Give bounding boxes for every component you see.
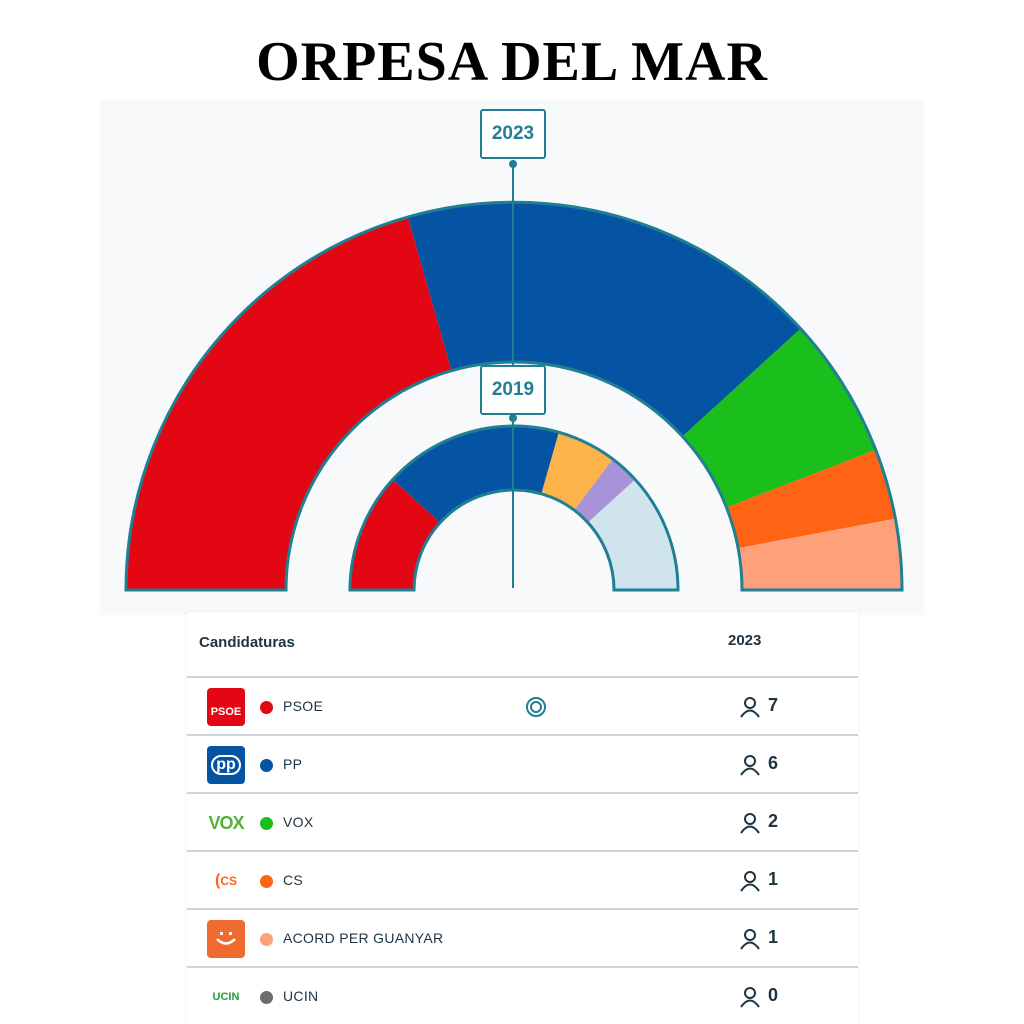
- header-year: 2023: [728, 632, 762, 649]
- vox-logo-text: VOX: [208, 812, 244, 833]
- arc-2019-pp: [392, 426, 559, 523]
- seat-count: 1: [768, 927, 779, 947]
- marker-dot-2023: [509, 160, 517, 168]
- party-name: PP: [283, 756, 303, 772]
- person-icon: [740, 813, 760, 834]
- person-icon: [740, 987, 760, 1008]
- party-name: CS: [283, 872, 304, 888]
- seat-count: 6: [768, 753, 779, 773]
- arc-2023-vox: [682, 328, 876, 508]
- table-row-vox[interactable]: VOX VOX 2: [187, 794, 858, 852]
- header-candidaturas: Candidaturas: [199, 634, 295, 651]
- person-icon: [740, 929, 760, 950]
- person-icon: [740, 755, 760, 776]
- table-row-pp[interactable]: pp PP 6: [187, 736, 858, 794]
- marker-dot-2019: [509, 414, 517, 422]
- arc-2023-acord-per-guanyar: [738, 518, 902, 590]
- seat-count: 2: [768, 811, 779, 831]
- party-name: VOX: [283, 814, 314, 830]
- legend-dot: [260, 701, 273, 714]
- vox-logo: VOX: [207, 804, 245, 842]
- party-name: UCIN: [283, 988, 319, 1004]
- seat-count: 1: [768, 869, 779, 889]
- party-name: ACORD PER GUANYAR: [283, 930, 444, 946]
- table-row-ucin[interactable]: UCIN UCIN 0: [187, 968, 858, 1024]
- arc-2019-cs: [541, 432, 613, 511]
- person-icon: [740, 697, 760, 718]
- legend-dot: [260, 759, 273, 772]
- table-header: Candidaturas 2023: [187, 612, 858, 678]
- legend-dot: [260, 817, 273, 830]
- acord-logo-smile-icon: [207, 920, 245, 958]
- legend-dot: [260, 991, 273, 1004]
- winner-icon: [526, 697, 546, 717]
- arc-2023-psoe: [126, 216, 452, 590]
- year-label-2019: 2019: [480, 365, 546, 415]
- psoe-logo-text: PSOE: [210, 706, 242, 718]
- arc-2023-outline: [124, 200, 904, 592]
- outer-ring-2023: [124, 200, 904, 592]
- hemicycle-chart: [124, 160, 904, 592]
- pp-logo: pp: [207, 746, 245, 784]
- party-name: PSOE: [283, 698, 324, 714]
- ucin-logo: UCIN: [207, 978, 245, 1016]
- cs-logo-text: CS: [220, 874, 237, 888]
- inner-ring-2019: [348, 424, 680, 592]
- arc-2023-cs: [726, 449, 896, 549]
- ucin-logo-text: UCIN: [212, 991, 240, 1003]
- page-title: ORPESA DEL MAR: [256, 31, 768, 93]
- seat-count: 7: [768, 695, 779, 715]
- cs-logo-arc-icon: (: [215, 872, 221, 889]
- pp-logo-text: pp: [211, 755, 241, 775]
- person-icon: [740, 871, 760, 892]
- cs-logo: ( CS: [207, 862, 245, 900]
- legend-dot: [260, 933, 273, 946]
- table-row-acord-per-guanyar[interactable]: ACORD PER GUANYAR 1: [187, 910, 858, 968]
- arc-2023-pp: [407, 201, 801, 437]
- legend-dot: [260, 875, 273, 888]
- seat-count: 0: [768, 985, 779, 1005]
- arc-2019-outline: [348, 424, 680, 592]
- arc-2019-segment-4: [574, 459, 636, 523]
- year-label-2023: 2023: [480, 109, 546, 159]
- psoe-logo: PSOE: [207, 688, 245, 726]
- smile-icon: [216, 932, 236, 945]
- table-row-psoe[interactable]: PSOE PSOE 7: [187, 678, 858, 736]
- results-table: Candidaturas 2023 PSOE PSOE 7 pp PP 6: [187, 612, 858, 1024]
- table-row-cs[interactable]: ( CS CS 1: [187, 852, 858, 910]
